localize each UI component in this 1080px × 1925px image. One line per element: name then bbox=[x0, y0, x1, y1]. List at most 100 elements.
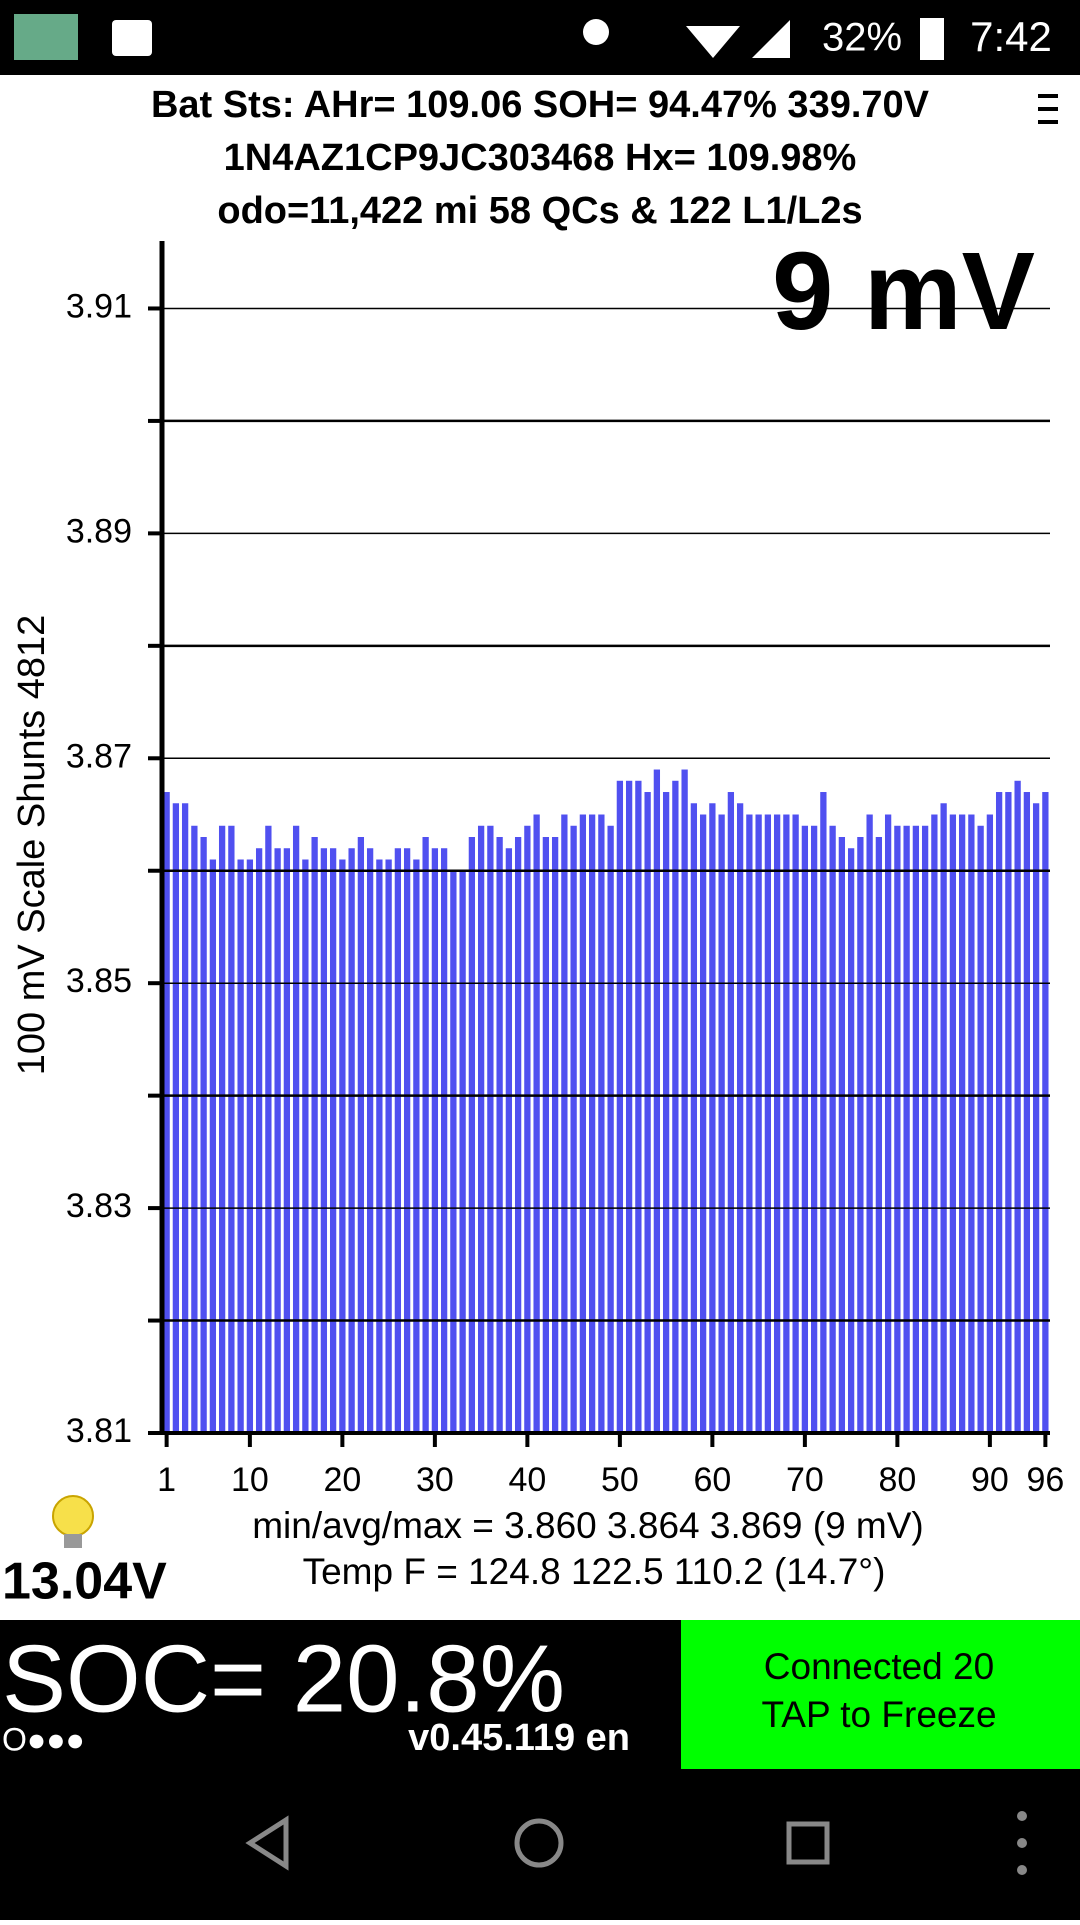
bar bbox=[857, 837, 864, 1433]
bar bbox=[514, 837, 522, 1433]
bar bbox=[348, 848, 355, 1433]
bar bbox=[598, 814, 605, 1433]
bar bbox=[413, 859, 420, 1433]
bar bbox=[820, 792, 827, 1433]
aux-battery-voltage: 13.04V bbox=[2, 1553, 167, 1611]
bar bbox=[635, 780, 642, 1433]
bar bbox=[302, 859, 309, 1433]
back-button[interactable] bbox=[245, 1815, 289, 1871]
bar bbox=[524, 825, 531, 1433]
x-tick-label: 20 bbox=[323, 1461, 361, 1499]
x-tick-label: 10 bbox=[231, 1461, 269, 1499]
x-tick-label: 30 bbox=[416, 1461, 454, 1499]
bar bbox=[912, 825, 920, 1433]
bar bbox=[1023, 792, 1031, 1433]
clock: 7:42 bbox=[970, 13, 1052, 60]
bar bbox=[746, 814, 753, 1433]
bar bbox=[246, 859, 254, 1433]
bar bbox=[681, 769, 688, 1433]
bar bbox=[163, 792, 170, 1433]
bar bbox=[505, 848, 513, 1433]
x-tick-label: 50 bbox=[601, 1461, 639, 1499]
bar bbox=[810, 825, 818, 1433]
status-bar bbox=[0, 0, 1080, 75]
bar bbox=[561, 814, 568, 1433]
bar bbox=[200, 837, 207, 1433]
bar bbox=[477, 825, 485, 1433]
connection-status: Connected 20 bbox=[764, 1646, 994, 1687]
bar bbox=[607, 825, 614, 1433]
bar bbox=[931, 814, 938, 1433]
x-tick-label: 60 bbox=[693, 1461, 731, 1499]
bar bbox=[949, 814, 957, 1433]
cell-stats: min/avg/max = 3.860 3.864 3.869 (9 mV) bbox=[252, 1505, 924, 1546]
header-line: odo=11,422 mi 58 QCs & 122 L1/L2s bbox=[217, 190, 862, 232]
bar bbox=[1005, 792, 1012, 1433]
y-tick-label: 3.85 bbox=[66, 962, 132, 1000]
bar bbox=[496, 837, 503, 1433]
battery-icon bbox=[920, 18, 944, 60]
overflow-button[interactable] bbox=[1017, 1811, 1027, 1875]
bar bbox=[283, 848, 291, 1433]
bar bbox=[773, 814, 781, 1433]
x-tick-label: 80 bbox=[878, 1461, 916, 1499]
bar bbox=[662, 792, 670, 1433]
bar bbox=[385, 859, 392, 1433]
bar bbox=[792, 814, 799, 1433]
y-tick-label: 3.91 bbox=[66, 287, 132, 325]
bar bbox=[292, 825, 300, 1433]
bar bbox=[644, 792, 651, 1433]
bar bbox=[172, 803, 180, 1433]
bulb-icon bbox=[52, 1495, 94, 1548]
freeze-hint: TAP to Freeze bbox=[761, 1694, 996, 1735]
bar bbox=[829, 825, 836, 1433]
bar bbox=[977, 825, 984, 1433]
bar bbox=[320, 848, 328, 1433]
bar bbox=[459, 870, 466, 1433]
bar bbox=[422, 837, 429, 1433]
bar bbox=[764, 814, 772, 1433]
connect-button[interactable]: Connected 20 TAP to Freeze bbox=[681, 1620, 1080, 1769]
bar bbox=[653, 769, 661, 1433]
recents-button[interactable] bbox=[786, 1821, 830, 1865]
bar bbox=[903, 825, 910, 1433]
bar bbox=[875, 837, 883, 1433]
bar bbox=[801, 825, 809, 1433]
bar bbox=[588, 814, 596, 1433]
y-tick-label: 3.81 bbox=[66, 1412, 132, 1450]
bar bbox=[921, 825, 929, 1433]
bar bbox=[690, 803, 698, 1433]
bar bbox=[570, 825, 577, 1433]
location-icon bbox=[583, 19, 609, 45]
bar bbox=[357, 837, 365, 1433]
bar bbox=[783, 814, 790, 1433]
bar bbox=[986, 814, 994, 1433]
bar bbox=[228, 825, 235, 1433]
signal-icon bbox=[752, 20, 790, 58]
y-tick-label: 3.83 bbox=[66, 1187, 132, 1225]
home-button[interactable] bbox=[514, 1818, 564, 1868]
bar bbox=[265, 825, 272, 1433]
bar bbox=[625, 780, 633, 1433]
progress-dots: O●●● bbox=[2, 1721, 85, 1757]
header-line: Bat Sts: AHr= 109.06 SOH= 94.47% 339.70V bbox=[151, 84, 930, 126]
bar bbox=[394, 848, 402, 1433]
wifi-icon bbox=[686, 26, 740, 58]
bar bbox=[958, 814, 966, 1433]
bar bbox=[968, 814, 975, 1433]
y-tick-label: 3.87 bbox=[66, 737, 132, 775]
bar bbox=[487, 825, 494, 1433]
bar bbox=[376, 859, 383, 1433]
bar bbox=[431, 848, 439, 1433]
bar bbox=[755, 814, 762, 1433]
bar bbox=[191, 825, 198, 1433]
bar bbox=[1014, 780, 1021, 1433]
bar bbox=[218, 825, 226, 1433]
menu-icon[interactable] bbox=[1038, 94, 1058, 124]
bar bbox=[551, 837, 559, 1433]
bar bbox=[838, 837, 846, 1433]
bar bbox=[616, 780, 624, 1433]
bar bbox=[866, 814, 873, 1433]
bar bbox=[311, 837, 318, 1433]
